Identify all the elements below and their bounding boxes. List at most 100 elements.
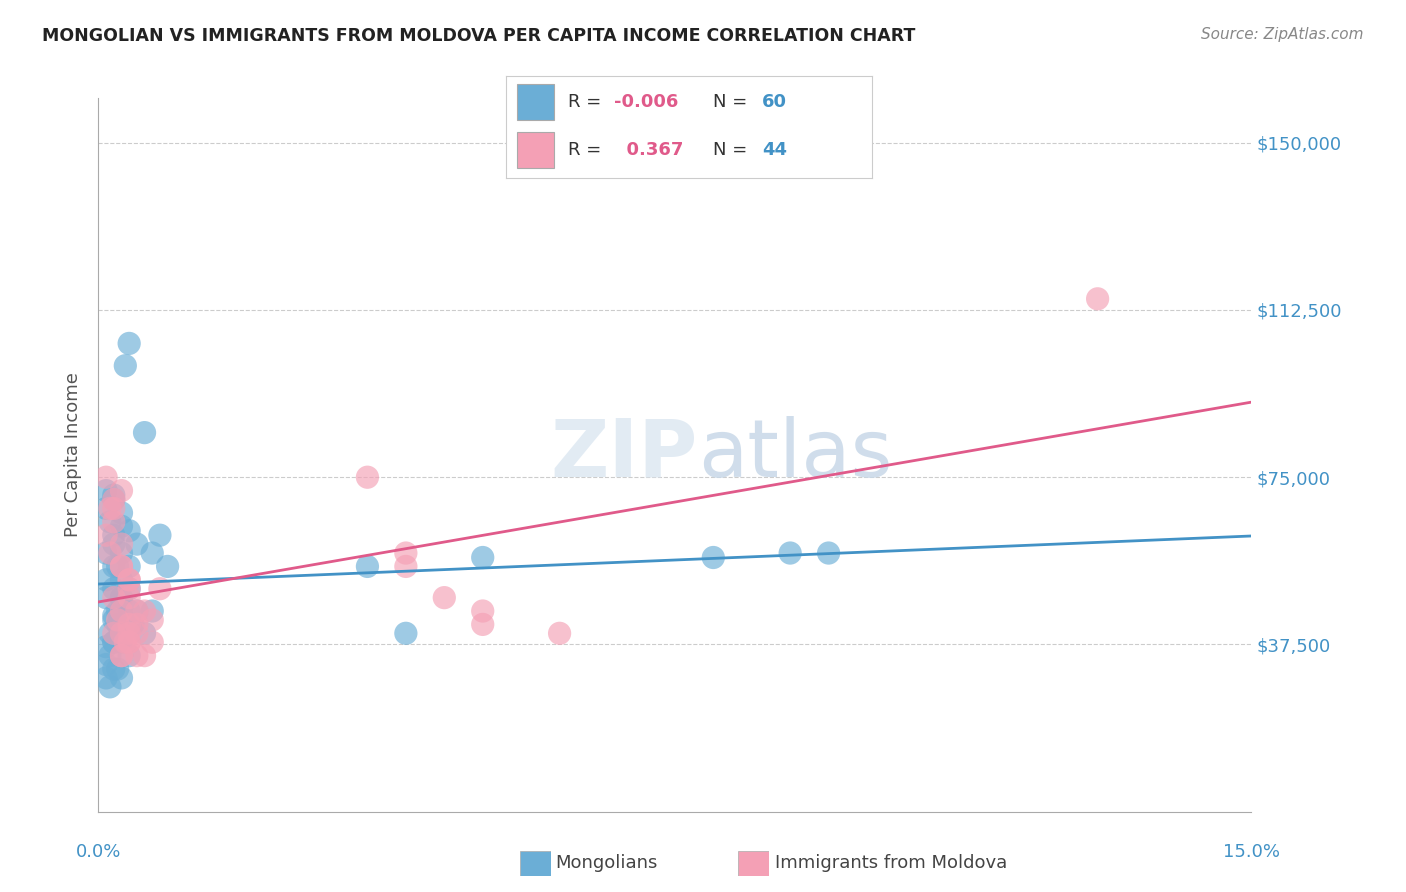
Point bbox=[110, 519, 132, 533]
Bar bbox=[517, 84, 554, 120]
Text: R =: R = bbox=[568, 93, 607, 111]
Point bbox=[122, 617, 145, 632]
Point bbox=[94, 640, 117, 654]
Bar bbox=[517, 132, 554, 168]
Point bbox=[107, 617, 129, 632]
Text: 15.0%: 15.0% bbox=[1223, 843, 1279, 861]
Point bbox=[149, 528, 172, 542]
Point bbox=[134, 648, 156, 663]
Point bbox=[817, 546, 839, 560]
Text: Source: ZipAtlas.com: Source: ZipAtlas.com bbox=[1201, 27, 1364, 42]
Point bbox=[94, 657, 117, 672]
Point bbox=[94, 483, 117, 498]
Point bbox=[118, 336, 141, 351]
Point bbox=[110, 559, 132, 574]
Text: -0.006: -0.006 bbox=[614, 93, 678, 111]
Point bbox=[118, 604, 141, 618]
Text: 0.0%: 0.0% bbox=[76, 843, 121, 861]
Point bbox=[107, 662, 129, 676]
Point bbox=[471, 604, 494, 618]
Point bbox=[103, 582, 125, 596]
Point bbox=[94, 528, 117, 542]
Point bbox=[125, 604, 148, 618]
Point bbox=[118, 559, 141, 574]
Point bbox=[118, 648, 141, 663]
Point bbox=[98, 546, 121, 560]
Point bbox=[103, 635, 125, 649]
Point bbox=[103, 559, 125, 574]
Point bbox=[94, 671, 117, 685]
Point bbox=[395, 546, 418, 560]
Point bbox=[134, 626, 156, 640]
Text: ZIP: ZIP bbox=[551, 416, 697, 494]
Point bbox=[356, 559, 378, 574]
Point bbox=[110, 559, 132, 574]
Point bbox=[103, 515, 125, 529]
Text: Mongolians: Mongolians bbox=[555, 855, 658, 872]
Point bbox=[103, 492, 125, 507]
Text: MONGOLIAN VS IMMIGRANTS FROM MOLDOVA PER CAPITA INCOME CORRELATION CHART: MONGOLIAN VS IMMIGRANTS FROM MOLDOVA PER… bbox=[42, 27, 915, 45]
Point bbox=[702, 550, 724, 565]
Point bbox=[118, 582, 141, 596]
Text: 0.367: 0.367 bbox=[614, 141, 683, 159]
Point bbox=[118, 573, 141, 587]
Point bbox=[118, 617, 141, 632]
Point bbox=[118, 591, 141, 605]
Point bbox=[395, 626, 418, 640]
Point bbox=[356, 470, 378, 484]
Point bbox=[110, 626, 132, 640]
Point bbox=[156, 559, 179, 574]
Point bbox=[110, 591, 132, 605]
Point bbox=[110, 546, 132, 560]
Point bbox=[103, 528, 125, 542]
Point bbox=[118, 582, 141, 596]
Point bbox=[125, 626, 148, 640]
Point bbox=[107, 559, 129, 574]
Point bbox=[103, 488, 125, 502]
Point bbox=[103, 626, 125, 640]
Text: Immigrants from Moldova: Immigrants from Moldova bbox=[775, 855, 1007, 872]
Point bbox=[110, 635, 132, 649]
Text: R =: R = bbox=[568, 141, 607, 159]
Point bbox=[125, 617, 148, 632]
Text: N =: N = bbox=[713, 93, 752, 111]
Point bbox=[548, 626, 571, 640]
Point bbox=[114, 635, 136, 649]
Point bbox=[141, 613, 163, 627]
Point bbox=[471, 617, 494, 632]
Point bbox=[110, 591, 132, 605]
Point bbox=[110, 604, 132, 618]
Point bbox=[103, 492, 125, 507]
Point bbox=[433, 591, 456, 605]
Point bbox=[125, 648, 148, 663]
Point bbox=[110, 506, 132, 520]
Point bbox=[149, 582, 172, 596]
Point bbox=[103, 662, 125, 676]
Point bbox=[118, 626, 141, 640]
Point bbox=[134, 425, 156, 440]
Point bbox=[110, 537, 132, 551]
Point bbox=[110, 671, 132, 685]
Point bbox=[94, 546, 117, 560]
Point bbox=[125, 537, 148, 551]
Point bbox=[107, 604, 129, 618]
Point bbox=[471, 550, 494, 565]
Point bbox=[94, 591, 117, 605]
Point bbox=[395, 559, 418, 574]
Point bbox=[94, 573, 117, 587]
Y-axis label: Per Capita Income: Per Capita Income bbox=[65, 373, 83, 537]
Point bbox=[103, 635, 125, 649]
Point bbox=[118, 573, 141, 587]
Point bbox=[110, 604, 132, 618]
Point bbox=[107, 613, 129, 627]
Point bbox=[141, 604, 163, 618]
Point bbox=[103, 537, 125, 551]
Point bbox=[103, 501, 125, 516]
Point bbox=[103, 608, 125, 623]
Point bbox=[94, 501, 117, 516]
Point bbox=[98, 515, 121, 529]
Point bbox=[114, 359, 136, 373]
Point bbox=[118, 635, 141, 649]
Text: 60: 60 bbox=[762, 93, 787, 111]
Point bbox=[110, 626, 132, 640]
